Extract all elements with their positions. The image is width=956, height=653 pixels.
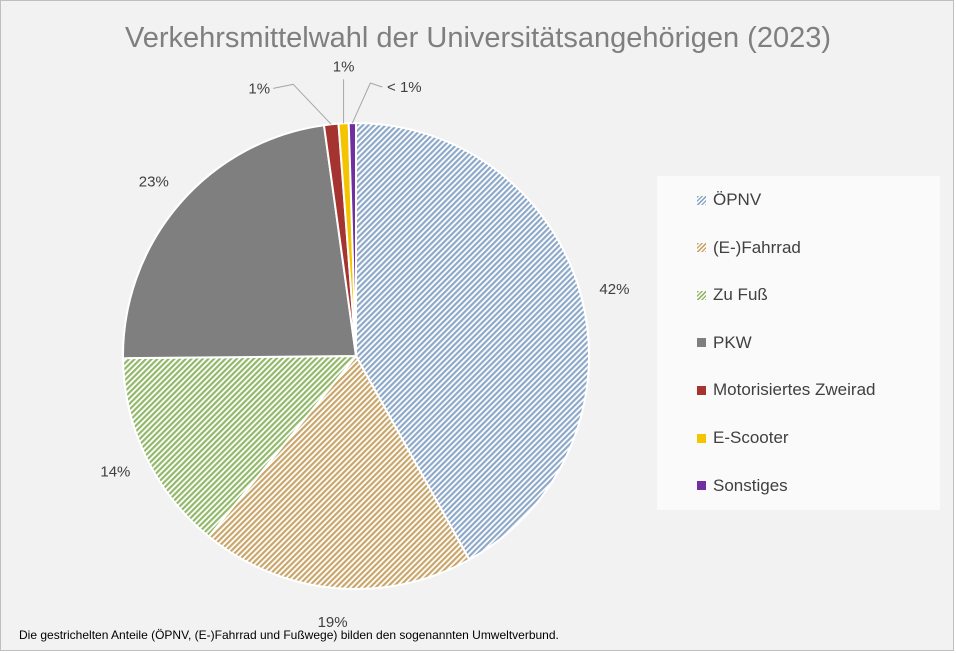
data-label-oepnv: 42%: [599, 281, 629, 298]
legend-swatch: [697, 385, 706, 395]
legend: ÖPNV (E-)Fahrrad Zu Fuß PKW Motorisiertes Zw…: [657, 176, 940, 510]
pie-slice-zu-fuss: [122, 354, 359, 539]
footnote: Die gestrichelten Anteile (ÖPNV, (E-)Fah…: [19, 628, 559, 642]
legend-item-zu-fuss: Zu Fuß: [697, 283, 768, 307]
legend-swatch: [697, 433, 706, 443]
leader-line-motorisiertes-zweirad: [273, 83, 332, 125]
pie-slice-pkw: [122, 124, 358, 360]
legend-swatch: [697, 290, 706, 300]
legend-item-oepnv: ÖPNV: [697, 188, 761, 212]
data-label-e-fahrrad: 19%: [318, 614, 348, 631]
legend-item-motorisiertes-zweirad: Motorisiertes Zweirad: [697, 378, 876, 402]
data-label-motorisiertes-zweirad: 1%: [248, 80, 270, 97]
legend-item-e-fahrrad: (E-)Fahrrad: [697, 236, 801, 260]
legend-label: Zu Fuß: [713, 285, 768, 305]
legend-swatch: [697, 195, 706, 205]
chart-title: Verkehrsmittelwahl der Universitätsangeh…: [124, 22, 832, 54]
data-label-zu-fuss: 14%: [100, 464, 130, 481]
legend-swatch: [697, 338, 706, 348]
legend-label: PKW: [713, 332, 752, 352]
legend-label: Sonstiges: [713, 475, 788, 495]
leader-line-sonstiges: [351, 82, 383, 124]
legend-item-pkw: PKW: [697, 331, 752, 355]
pie-slice-e-fahrrad: [207, 354, 471, 590]
legend-label: E-Scooter: [713, 428, 789, 447]
data-label-e-scooter: 1%: [333, 58, 355, 75]
legend-label: (E-)Fahrrad: [713, 237, 801, 257]
data-label-pkw: 23%: [139, 174, 169, 191]
pie-slice-sonstiges: [347, 121, 357, 357]
legend-item-e-scooter: E-Scooter: [697, 426, 789, 450]
pie-slice-oepnv: [355, 121, 590, 561]
legend-swatch: [697, 243, 706, 253]
legend-label: ÖPNV: [713, 190, 762, 209]
legend-swatch: [697, 481, 706, 491]
legend-item-sonstiges: Sonstiges: [697, 474, 788, 498]
data-label-sonstiges: < 1%: [387, 79, 422, 96]
legend-label: Motorisiertes Zweirad: [713, 380, 876, 400]
